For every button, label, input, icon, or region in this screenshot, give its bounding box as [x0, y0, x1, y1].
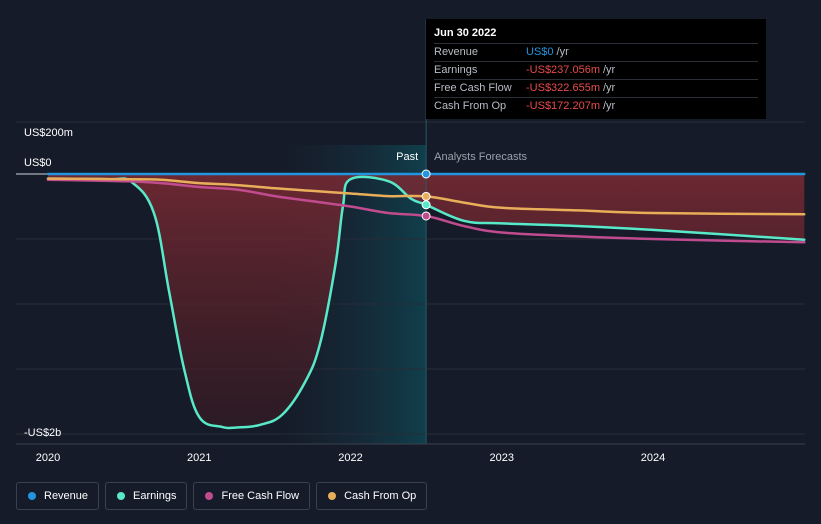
legend-label: Cash From Op — [344, 490, 417, 502]
tooltip-row-value: -US$322.655m — [526, 82, 600, 94]
tooltip-row-unit: /yr — [603, 100, 616, 112]
x-tick-label: 2023 — [490, 452, 514, 464]
tooltip-markers — [421, 169, 431, 221]
tooltip-panel: Jun 30 2022 Revenue US$0/yr Earnings -US$23… — [426, 19, 766, 119]
legend-label: Revenue — [44, 490, 89, 502]
tooltip-row: Revenue US$0/yr — [434, 43, 758, 61]
legend-dot-icon — [117, 492, 126, 500]
marker-cash-from-op — [421, 191, 431, 201]
tooltip-row-name: Free Cash Flow — [434, 82, 512, 94]
legend-item-revenue[interactable]: Revenue — [16, 482, 100, 510]
tooltip-row-unit: /yr — [556, 46, 569, 58]
x-tick-label: 2022 — [338, 452, 362, 464]
legend-label: Earnings — [133, 490, 177, 502]
x-tick-label: 2021 — [187, 452, 211, 464]
y-axis-label: US$0 — [24, 157, 52, 169]
tooltip-row-value: -US$172.207m — [526, 100, 600, 112]
x-tick-label: 2024 — [641, 452, 665, 464]
x-tick-label: 2020 — [36, 452, 60, 464]
legend: Revenue Earnings Free Cash Flow Cash From O… — [16, 482, 428, 510]
tooltip-row-name: Earnings — [434, 64, 478, 76]
forecast-label: Analysts Forecasts — [434, 151, 527, 163]
marker-earnings — [421, 200, 431, 210]
series-line-cash-from-op — [46, 177, 806, 216]
tooltip-row: Free Cash Flow -US$322.655m/yr — [434, 79, 758, 97]
series-line-free-cash-flow — [46, 178, 806, 244]
legend-item-earnings[interactable]: Earnings — [105, 482, 188, 510]
tooltip-row-unit: /yr — [603, 82, 616, 94]
tooltip-row-name: Cash From Op — [434, 100, 507, 112]
legend-item-cash-from-op[interactable]: Cash From Op — [316, 482, 428, 510]
series-line-earnings — [46, 175, 806, 430]
legend-dot-icon — [28, 492, 36, 500]
tooltip-row-unit: /yr — [603, 64, 616, 76]
y-axis-label: US$200m — [24, 127, 73, 139]
tooltip-row-value: -US$237.056m — [526, 64, 600, 76]
tooltip-date: Jun 30 2022 — [434, 27, 497, 39]
tooltip-row: Cash From Op -US$172.207m/yr — [434, 97, 758, 115]
tooltip-row-value: US$0 — [526, 46, 554, 58]
y-axis-label: -US$2b — [24, 427, 61, 439]
tooltip-row: Earnings -US$237.056m/yr — [434, 61, 758, 79]
legend-label: Free Cash Flow — [221, 490, 300, 502]
negative-area-fill — [48, 174, 805, 429]
legend-dot-icon — [205, 492, 214, 500]
marker-revenue — [421, 169, 431, 179]
tooltip-row-name: Revenue — [434, 46, 479, 58]
past-label: Past — [396, 151, 418, 163]
legend-dot-icon — [328, 492, 337, 500]
marker-free-cash-flow — [421, 211, 431, 221]
legend-item-free-cash-flow[interactable]: Free Cash Flow — [193, 482, 311, 510]
